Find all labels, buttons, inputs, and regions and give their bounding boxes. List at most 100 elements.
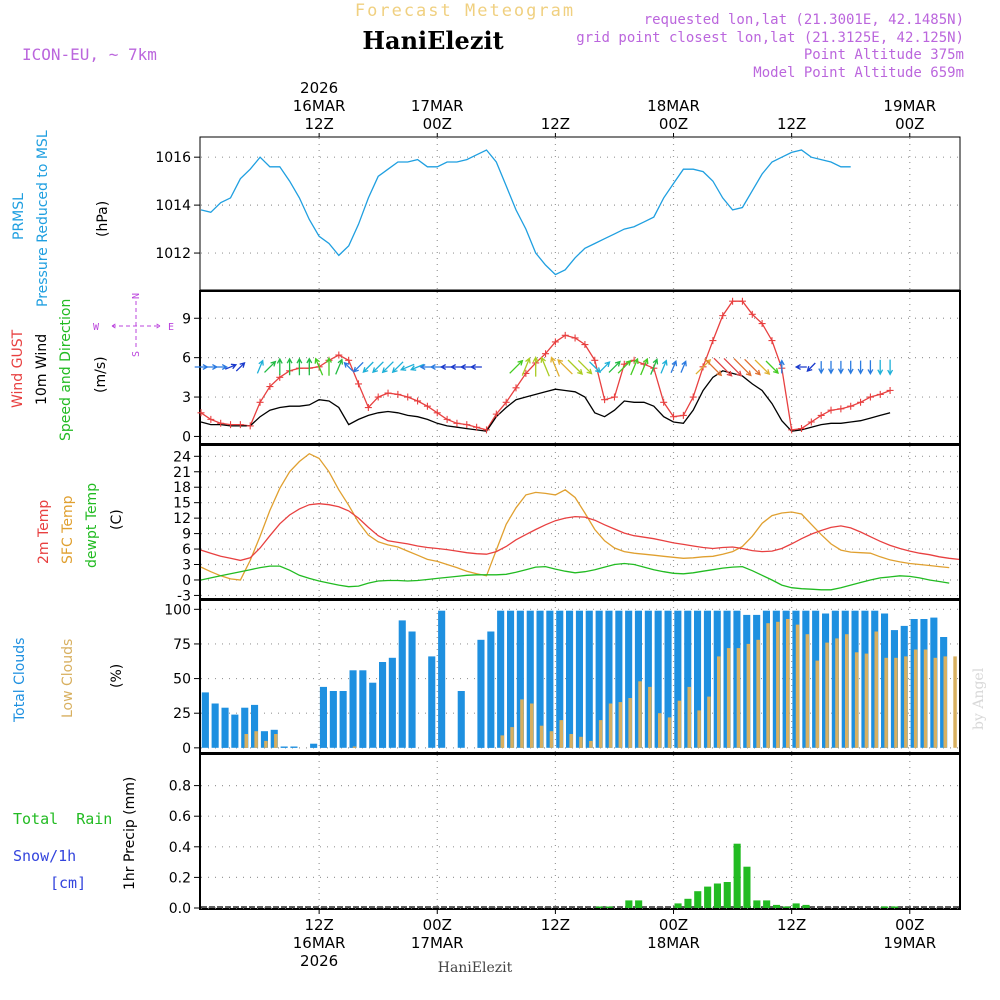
- wind-direction-arrow: [887, 359, 894, 376]
- bottom-time-label: 12Z: [304, 916, 333, 934]
- low-cloud-bar: [697, 710, 701, 748]
- total-cloud-bar: [379, 662, 387, 748]
- wind-direction-arrow: [744, 358, 761, 376]
- wind-direction-arrow: [877, 359, 884, 376]
- low-cloud-bar: [510, 727, 514, 748]
- low-cloud-bar: [766, 623, 770, 748]
- total-cloud-bar: [536, 610, 544, 748]
- total-cloud-bar: [595, 610, 603, 748]
- gust-marker: [266, 383, 274, 391]
- total-cloud-bar: [310, 743, 318, 748]
- low-cloud-bar: [845, 634, 849, 748]
- low-cloud-bar: [530, 703, 534, 748]
- total-cloud-bar: [644, 610, 652, 748]
- low-cloud-bar: [717, 656, 721, 748]
- low-cloud-bar: [569, 734, 573, 748]
- wind-compass: N S W E: [93, 293, 174, 357]
- low-cloud-bar: [854, 652, 859, 748]
- rain-bar: [625, 900, 633, 908]
- top-time-label: 00Z: [659, 115, 688, 133]
- gust-marker: [463, 421, 471, 429]
- gust-marker: [246, 422, 254, 430]
- top-time-label: 17MAR: [411, 97, 464, 115]
- wind-direction-arrow: [532, 356, 539, 377]
- low-cloud-bar: [579, 736, 583, 748]
- y-tick-label: 21: [173, 465, 191, 481]
- gust-marker: [758, 320, 766, 328]
- rain-bar: [753, 900, 761, 908]
- gust-marker: [601, 396, 609, 404]
- total-cloud-bar: [684, 610, 692, 748]
- rain-bar: [733, 843, 741, 908]
- pressure-unit: (hPa): [95, 201, 111, 237]
- top-time-label: 12Z: [777, 115, 806, 133]
- total-cloud-bar: [260, 731, 268, 748]
- total-cloud-bar: [369, 682, 377, 748]
- total-cloud-bar: [290, 746, 298, 748]
- wind-direction-arrow: [660, 359, 668, 374]
- y-tick-label: 6: [182, 542, 191, 558]
- precip-unit: 1hr Precip (mm): [122, 777, 138, 890]
- low-cloud-bar: [628, 698, 632, 748]
- wind-dir-label: Speed and Direction: [58, 299, 74, 441]
- wind-direction-arrow: [640, 357, 649, 376]
- panel-pressure: [199, 136, 961, 291]
- low-clouds-label: Low Clouds: [60, 639, 76, 718]
- low-cloud-bar: [352, 746, 357, 748]
- top-time-label: 19MAR: [883, 97, 936, 115]
- sfc-temp-line: [200, 452, 950, 581]
- gust-marker: [807, 418, 815, 426]
- gust-marker: [542, 350, 550, 358]
- t2m-line: [200, 503, 960, 562]
- gust-marker: [384, 389, 392, 397]
- gust-marker: [837, 405, 845, 413]
- wind-direction-arrow: [224, 363, 238, 370]
- y-tick-label: 1016: [155, 150, 191, 166]
- low-cloud-bar: [795, 624, 800, 748]
- total-cloud-bar: [585, 610, 593, 748]
- wind-direction-arrow: [599, 361, 611, 373]
- wind-direction-arrow: [589, 361, 601, 374]
- low-cloud-bar: [894, 657, 898, 748]
- footer-location: HaniElezit: [438, 960, 513, 976]
- y-tick-label: 3: [182, 558, 191, 574]
- top-time-label: 18MAR: [647, 97, 700, 115]
- credit-watermark: by Angel: [971, 667, 987, 730]
- wind-direction-arrow: [264, 360, 277, 373]
- y-tick-label: 9: [182, 527, 191, 543]
- gust-marker: [423, 402, 431, 410]
- low-cloud-bar: [746, 643, 751, 748]
- top-time-label: 16MAR: [293, 97, 346, 115]
- y-tick-label: 75: [173, 637, 191, 653]
- gust-marker: [433, 409, 441, 417]
- total-cloud-bar: [349, 670, 357, 748]
- gust-marker: [591, 356, 599, 364]
- low-cloud-bar: [943, 656, 947, 748]
- pressure-label-2: Pressure Reduced to MSL: [35, 130, 51, 307]
- gust-marker: [394, 390, 402, 398]
- wind-direction-arrow: [521, 357, 531, 376]
- total-cloud-bar: [231, 714, 239, 748]
- gust-marker: [827, 406, 835, 414]
- gust-marker: [482, 426, 490, 434]
- wind-direction-arrow: [733, 358, 752, 377]
- model-label: ICON-EU, ~ 7km: [22, 45, 157, 64]
- wind-direction-arrow: [306, 357, 313, 376]
- rain-bar: [891, 906, 899, 908]
- gust-marker: [788, 426, 796, 434]
- total-cloud-bar: [605, 610, 613, 748]
- gust-marker: [857, 398, 865, 406]
- total-cloud-bar: [674, 610, 682, 748]
- bottom-time-label: 18MAR: [647, 934, 700, 952]
- total-cloud-bar: [694, 610, 702, 748]
- compass-n: N: [131, 293, 142, 299]
- low-cloud-bar: [874, 631, 878, 748]
- gust-marker: [345, 356, 353, 364]
- wind-direction-arrow: [867, 360, 874, 376]
- rain-bar: [792, 903, 800, 908]
- rain-bar: [595, 906, 603, 908]
- rain-bar: [684, 898, 692, 908]
- wind-direction-arrow: [326, 356, 332, 376]
- total-cloud-bar: [615, 610, 623, 748]
- total-cloud-bar: [388, 657, 396, 748]
